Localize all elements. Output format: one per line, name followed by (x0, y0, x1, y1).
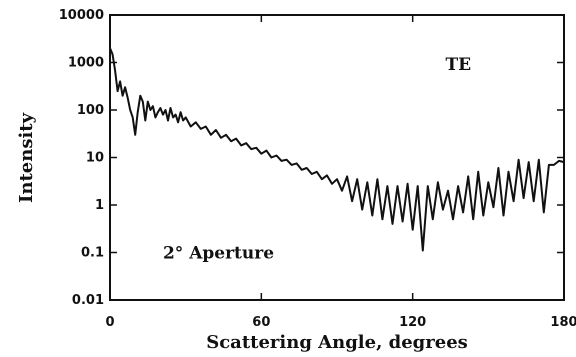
x-axis-title: Scattering Angle, degrees (206, 332, 468, 353)
y-tick-label: 0.1 (81, 246, 104, 261)
y-tick-label: 10000 (59, 8, 104, 23)
y-axis-title: Intensity (16, 112, 37, 203)
x-tick-label: 180 (550, 315, 576, 330)
series-layer (109, 47, 565, 252)
y-tick-label: 100 (77, 103, 104, 118)
y-tick-label: 10 (86, 151, 104, 166)
y-tick-label: 0.01 (72, 293, 104, 308)
annotation-te: TE (445, 55, 471, 75)
x-tick-label: 120 (399, 315, 426, 330)
annotation-aperture: 2° Aperture (163, 243, 274, 263)
x-tick-label: 60 (252, 315, 270, 330)
y-tick-label: 1000 (68, 56, 104, 71)
y-tick-label: 1 (95, 198, 104, 213)
series-line-0 (109, 47, 565, 252)
x-tick-label: 0 (105, 315, 114, 330)
x-axis: 0 60 120 180 (105, 15, 576, 330)
y-axis: 0.01 0.1 1 10 100 1000 10000 (59, 8, 564, 308)
